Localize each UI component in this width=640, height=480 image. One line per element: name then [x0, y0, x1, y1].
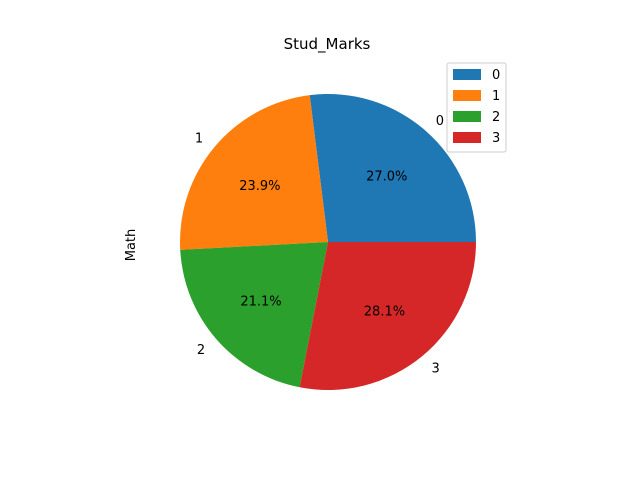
- pie-slice-2: [180, 242, 328, 388]
- slice-percent-label: 23.9%: [239, 179, 280, 194]
- slice-percent-label: 28.1%: [364, 305, 405, 320]
- slice-category-label: 2: [197, 343, 205, 358]
- slice-category-label: 0: [436, 114, 444, 129]
- legend: 0 1 2 3: [446, 62, 507, 153]
- slice-percent-label: 27.0%: [366, 169, 407, 184]
- pie-slices: [180, 94, 476, 391]
- y-axis-label: Math: [124, 229, 139, 262]
- slice-category-label: 3: [431, 362, 439, 377]
- legend-swatch: [453, 90, 481, 101]
- pie-slice-3: [299, 242, 476, 391]
- slice-category-label: 1: [195, 132, 203, 147]
- legend-swatch: [453, 132, 481, 143]
- legend-frame: [446, 62, 507, 153]
- legend-swatch: [453, 111, 481, 122]
- slice-percent-label: 21.1%: [240, 294, 281, 309]
- legend-label: 2: [492, 110, 500, 125]
- legend-swatch: [453, 69, 481, 80]
- legend-label: 0: [492, 68, 500, 83]
- pie-slice-1: [180, 95, 328, 250]
- legend-label: 1: [492, 89, 500, 104]
- pie-labels: 27.0% 0 23.9% 1 21.1% 2 28.1% 3: [195, 114, 444, 377]
- chart-title: Stud_Marks: [284, 35, 371, 54]
- legend-label: 3: [492, 131, 500, 146]
- pie-slice-0: [309, 94, 476, 242]
